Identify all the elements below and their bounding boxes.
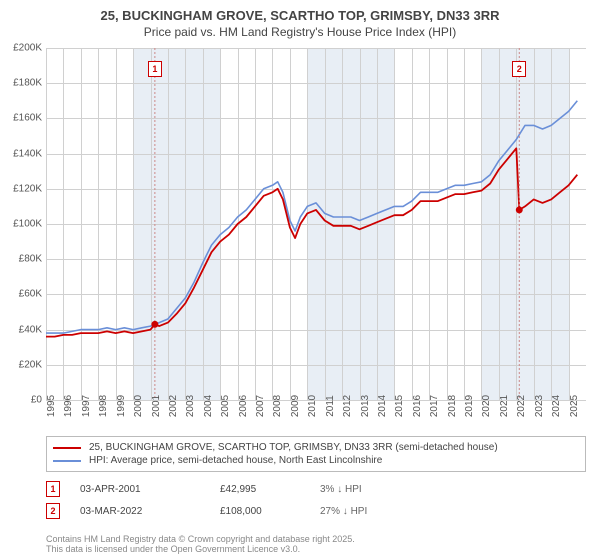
legend-label: 25, BUCKINGHAM GROVE, SCARTHO TOP, GRIMS… bbox=[89, 442, 498, 453]
y-tick-label: £140K bbox=[13, 148, 42, 159]
x-tick-label: 2010 bbox=[307, 395, 318, 417]
annotation-diff: 3% ↓ HPI bbox=[320, 484, 450, 495]
x-tick-label: 2009 bbox=[290, 395, 301, 417]
x-tick-label: 2007 bbox=[255, 395, 266, 417]
x-tick-label: 2011 bbox=[325, 395, 336, 417]
footer-line: Contains HM Land Registry data © Crown c… bbox=[46, 534, 355, 544]
x-tick-label: 2003 bbox=[185, 395, 196, 417]
x-tick-label: 2019 bbox=[464, 395, 475, 417]
chart-plot-area: 12 £0£20K£40K£60K£80K£100K£120K£140K£160… bbox=[46, 48, 586, 400]
x-tick-label: 2001 bbox=[151, 395, 162, 417]
x-tick-label: 1999 bbox=[116, 395, 127, 417]
legend-row: 25, BUCKINGHAM GROVE, SCARTHO TOP, GRIMS… bbox=[53, 441, 579, 454]
chart-title-sub: Price paid vs. HM Land Registry's House … bbox=[0, 23, 600, 39]
x-tick-label: 2008 bbox=[272, 395, 283, 417]
price-marker-dot bbox=[151, 321, 158, 328]
annotation-marker: 1 bbox=[46, 481, 60, 497]
series-price_paid bbox=[46, 148, 577, 336]
x-tick-label: 2006 bbox=[238, 395, 249, 417]
x-tick-label: 2021 bbox=[499, 395, 510, 417]
x-tick-label: 2014 bbox=[377, 395, 388, 417]
legend-swatch bbox=[53, 460, 81, 462]
chart-lines bbox=[46, 48, 586, 400]
price-marker-box: 1 bbox=[148, 61, 162, 77]
x-tick-label: 2020 bbox=[481, 395, 492, 417]
annotation-row: 1 03-APR-2001£42,9953% ↓ HPI bbox=[46, 478, 586, 500]
annotation-date: 03-MAR-2022 bbox=[80, 506, 220, 517]
x-tick-label: 1995 bbox=[46, 395, 57, 417]
x-tick-label: 2015 bbox=[394, 395, 405, 417]
y-tick-label: £0 bbox=[31, 395, 42, 406]
chart-title-main: 25, BUCKINGHAM GROVE, SCARTHO TOP, GRIMS… bbox=[0, 0, 600, 23]
annotation-price: £108,000 bbox=[220, 506, 320, 517]
y-tick-label: £20K bbox=[19, 359, 42, 370]
annotation-marker: 2 bbox=[46, 503, 60, 519]
x-tick-label: 2023 bbox=[534, 395, 545, 417]
x-tick-label: 1996 bbox=[63, 395, 74, 417]
chart-legend: 25, BUCKINGHAM GROVE, SCARTHO TOP, GRIMS… bbox=[46, 436, 586, 472]
y-tick-label: £160K bbox=[13, 113, 42, 124]
price-marker-box: 2 bbox=[512, 61, 526, 77]
annotation-row: 2 03-MAR-2022£108,00027% ↓ HPI bbox=[46, 500, 586, 522]
annotation-price: £42,995 bbox=[220, 484, 320, 495]
x-tick-label: 2005 bbox=[220, 395, 231, 417]
y-tick-label: £180K bbox=[13, 78, 42, 89]
x-tick-label: 1997 bbox=[81, 395, 92, 417]
annotation-table: 1 03-APR-2001£42,9953% ↓ HPI 2 03-MAR-2022£… bbox=[46, 478, 586, 522]
x-tick-label: 2017 bbox=[429, 395, 440, 417]
legend-swatch bbox=[53, 447, 81, 449]
footer-line: This data is licensed under the Open Gov… bbox=[46, 544, 355, 554]
x-tick-label: 2024 bbox=[551, 395, 562, 417]
x-tick-label: 2004 bbox=[203, 395, 214, 417]
legend-row: HPI: Average price, semi-detached house,… bbox=[53, 454, 579, 467]
series-hpi bbox=[46, 101, 577, 333]
x-tick-label: 2013 bbox=[360, 395, 371, 417]
y-tick-label: £80K bbox=[19, 254, 42, 265]
annotation-diff: 27% ↓ HPI bbox=[320, 506, 450, 517]
x-tick-label: 2012 bbox=[342, 395, 353, 417]
x-tick-label: 2018 bbox=[447, 395, 458, 417]
x-tick-label: 2002 bbox=[168, 395, 179, 417]
x-tick-label: 2022 bbox=[516, 395, 527, 417]
y-tick-label: £120K bbox=[13, 183, 42, 194]
x-tick-label: 2016 bbox=[412, 395, 423, 417]
annotation-date: 03-APR-2001 bbox=[80, 484, 220, 495]
footer-attribution: Contains HM Land Registry data © Crown c… bbox=[46, 534, 355, 554]
y-tick-label: £200K bbox=[13, 43, 42, 54]
price-marker-dot bbox=[516, 206, 523, 213]
y-tick-label: £40K bbox=[19, 324, 42, 335]
legend-label: HPI: Average price, semi-detached house,… bbox=[89, 455, 382, 466]
x-tick-label: 1998 bbox=[98, 395, 109, 417]
x-tick-label: 2000 bbox=[133, 395, 144, 417]
y-tick-label: £100K bbox=[13, 219, 42, 230]
x-tick-label: 2025 bbox=[569, 395, 580, 417]
y-tick-label: £60K bbox=[19, 289, 42, 300]
